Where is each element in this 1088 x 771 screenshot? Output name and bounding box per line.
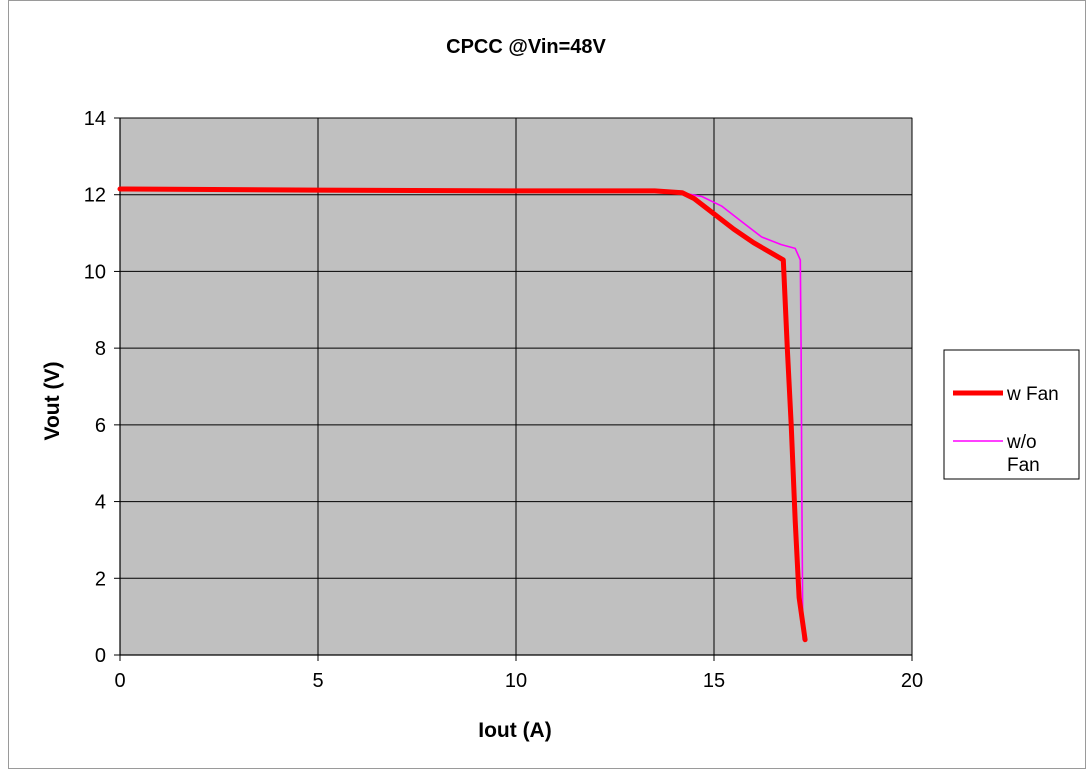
y-tick-label: 4 [95, 492, 106, 514]
y-axis-label: Vout (V) [41, 362, 64, 441]
y-tick-label: 14 [84, 108, 106, 130]
y-tick-label: 2 [95, 568, 106, 590]
x-tick-label: 0 [114, 670, 125, 692]
x-axis-label: Iout (A) [478, 719, 551, 742]
x-tick-label: 20 [901, 670, 923, 692]
chart-area: CPCC @Vin=48V 0 2 4 6 8 10 12 14 0 5 10 15 20 Iout (… [8, 0, 1086, 769]
y-tick-label: 0 [95, 645, 106, 667]
cpcc-chart: CPCC @Vin=48V 0 2 4 6 8 10 12 14 0 5 10 15 20 Iout (… [9, 1, 1087, 770]
legend-label-line: Fan [1007, 455, 1040, 476]
y-tick-label: 10 [84, 261, 106, 283]
chart-title: CPCC @Vin=48V [446, 36, 606, 58]
plot-area: 0 2 4 6 8 10 12 14 0 5 10 15 20 [84, 108, 923, 692]
legend-label-line: w/o [1006, 432, 1037, 453]
x-tick-label: 15 [703, 670, 725, 692]
y-tick-label: 8 [95, 338, 106, 360]
y-tick-label: 6 [95, 415, 106, 437]
x-tick-label: 10 [505, 670, 527, 692]
legend: w Fan w/o Fan [944, 350, 1079, 479]
y-tick-label: 12 [84, 185, 106, 207]
x-tick-label: 5 [312, 670, 323, 692]
legend-label: w Fan [1006, 384, 1059, 405]
